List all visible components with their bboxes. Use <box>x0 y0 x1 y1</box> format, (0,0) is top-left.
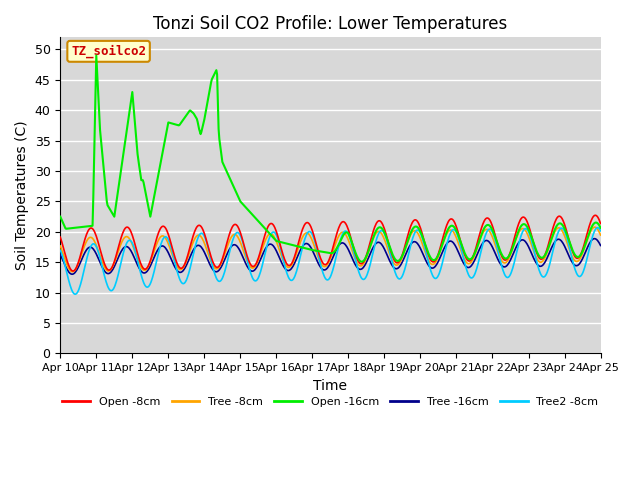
X-axis label: Time: Time <box>314 379 348 393</box>
Legend: Open -8cm, Tree -8cm, Open -16cm, Tree -16cm, Tree2 -8cm: Open -8cm, Tree -8cm, Open -16cm, Tree -… <box>58 392 603 411</box>
Y-axis label: Soil Temperatures (C): Soil Temperatures (C) <box>15 120 29 270</box>
Text: TZ_soilco2: TZ_soilco2 <box>71 45 146 58</box>
Title: Tonzi Soil CO2 Profile: Lower Temperatures: Tonzi Soil CO2 Profile: Lower Temperatur… <box>154 15 508 33</box>
